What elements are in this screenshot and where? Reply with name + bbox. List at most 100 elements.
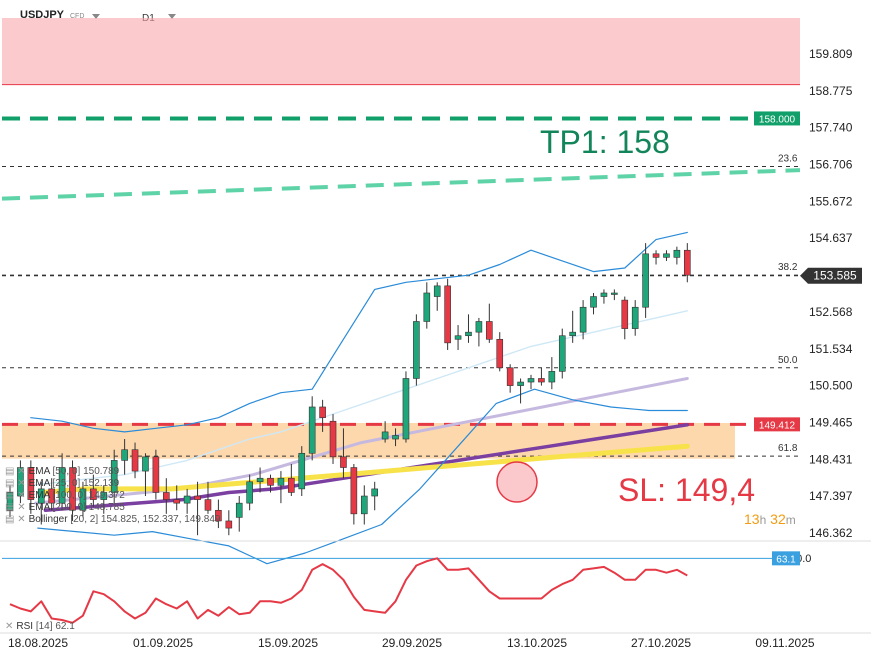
bullish-candle bbox=[454, 335, 462, 340]
legend-controls-icon[interactable]: ▤ ✕ bbox=[5, 466, 26, 477]
price-tick-label: 157.740 bbox=[809, 121, 853, 135]
bullish-candle bbox=[413, 321, 420, 379]
bullish-candle bbox=[110, 460, 118, 493]
bullish-candle bbox=[423, 292, 431, 322]
price-tick-label: 147.397 bbox=[809, 489, 853, 503]
timer-minutes-unit: m bbox=[785, 513, 796, 527]
bearish-candle bbox=[215, 509, 222, 522]
bearish-candle bbox=[683, 249, 691, 276]
bearish-candle bbox=[48, 488, 55, 504]
bullish-candle bbox=[37, 488, 45, 504]
date-tick-label: 18.08.2025 bbox=[8, 636, 68, 650]
legend-label: EMA bbox=[28, 478, 53, 489]
bearish-candle bbox=[69, 467, 76, 511]
bearish-candle bbox=[27, 467, 35, 500]
price-tick-label: 155.672 bbox=[809, 194, 853, 208]
fib-level-label: 38.2 bbox=[778, 262, 798, 273]
bullish-candle bbox=[642, 253, 649, 308]
bullish-candle bbox=[517, 381, 524, 386]
bullish-candle bbox=[433, 285, 441, 297]
date-tick-label: 15.09.2025 bbox=[258, 636, 318, 650]
price-tick-label: 149.465 bbox=[809, 415, 853, 429]
bearish-candle bbox=[350, 467, 358, 515]
bullish-candle bbox=[58, 467, 66, 504]
bullish-candle bbox=[298, 452, 306, 490]
bullish-candle bbox=[381, 431, 389, 440]
legend-label: EMA bbox=[28, 502, 53, 513]
legend-row: ▤ ✕ EMA [25, 0] 152.139 bbox=[5, 478, 119, 490]
bullish-candle bbox=[256, 477, 264, 483]
take-profit-tag bbox=[754, 111, 800, 126]
legend-params: [50, 0] bbox=[52, 466, 84, 477]
price-tick-label: 156.706 bbox=[809, 158, 853, 172]
bullish-candle bbox=[475, 321, 483, 333]
bullish-candle bbox=[402, 378, 410, 440]
tp-annotation: TP1: 158 bbox=[540, 124, 670, 160]
bearish-candle bbox=[194, 495, 201, 500]
indicator-ema-50- bbox=[34, 377, 689, 505]
bullish-candle bbox=[142, 456, 149, 472]
date-tick-label: 09.11.2025 bbox=[755, 636, 814, 650]
legend-value: 152.139 bbox=[83, 478, 120, 489]
date-tick-label: 13.10.2025 bbox=[507, 636, 567, 650]
date-tick-label: 29.09.2025 bbox=[382, 636, 442, 650]
rsi-line bbox=[9, 557, 688, 624]
legend-value: 149.372 bbox=[88, 490, 125, 501]
bearish-candle bbox=[652, 253, 660, 258]
bearish-candle bbox=[329, 420, 337, 458]
legend-value: 154.825, 152.337, 149.849 bbox=[100, 514, 221, 525]
legend-params: [100, 0] bbox=[52, 490, 89, 501]
bullish-candle bbox=[548, 371, 556, 383]
legend-label: EMA bbox=[28, 490, 53, 501]
stop-loss-marker bbox=[496, 461, 538, 503]
bullish-candle bbox=[579, 306, 587, 333]
fib-level-label: 23.6 bbox=[778, 154, 798, 165]
symbol-dropdown-icon[interactable] bbox=[92, 14, 100, 19]
close-icon[interactable]: ✕ bbox=[5, 621, 14, 632]
legend-controls-icon[interactable]: ▤ ✕ bbox=[5, 490, 26, 501]
rsi-legend-params: [14] bbox=[35, 621, 53, 632]
indicator-bollinger-lower bbox=[37, 388, 688, 565]
price-tick-label: 151.534 bbox=[809, 342, 853, 356]
rsi-legend: ✕ RSI [14] 62.1 bbox=[5, 621, 75, 633]
bullish-candle bbox=[277, 477, 285, 486]
price-tick-label: 158.775 bbox=[809, 84, 853, 98]
legend-label: EMA bbox=[28, 466, 53, 477]
sl-annotation: SL: 149,4 bbox=[618, 472, 755, 508]
indicator-ema-200- bbox=[40, 443, 690, 495]
bearish-candle bbox=[204, 499, 212, 511]
rsi-value-tag-label: 63.1 bbox=[776, 554, 796, 565]
timeframe-dropdown-icon[interactable] bbox=[168, 14, 176, 19]
legend-params: [25, 0] bbox=[52, 478, 84, 489]
bullish-candle bbox=[527, 378, 535, 383]
legend-controls-icon[interactable]: ▤ ✕ bbox=[5, 478, 26, 489]
legend-controls-icon[interactable]: ▤ ✕ bbox=[5, 502, 26, 513]
legend-controls-icon[interactable]: ▤ ✕ bbox=[5, 514, 26, 525]
bullish-candle bbox=[465, 331, 472, 337]
last-price-tag-label: 153.585 bbox=[813, 269, 857, 283]
price-tick-label: 146.362 bbox=[809, 526, 853, 540]
legend-value: 148.785 bbox=[88, 502, 125, 513]
bearish-candle bbox=[538, 378, 545, 383]
bearish-candle bbox=[152, 456, 160, 493]
timer-hours-unit: h bbox=[759, 513, 767, 527]
timer-hours: 13 bbox=[744, 511, 760, 527]
rsi-legend-label: RSI bbox=[16, 621, 34, 632]
bullish-candle bbox=[569, 331, 576, 337]
bullish-candle bbox=[100, 492, 108, 500]
legend-row: ▤ ✕ Bollinger [20, 2] 154.825, 152.337, 1… bbox=[5, 514, 220, 526]
bearish-candle bbox=[267, 477, 274, 486]
indicator-bollinger-upper bbox=[30, 231, 688, 433]
bearish-candle bbox=[444, 285, 451, 344]
legend-params: [200, 0] bbox=[52, 502, 89, 513]
resistance-zone bbox=[2, 18, 800, 85]
bullish-candle bbox=[558, 335, 566, 372]
bullish-candle bbox=[246, 481, 253, 504]
bearish-candle bbox=[496, 338, 504, 369]
price-tick-label: 148.431 bbox=[809, 452, 853, 466]
bullish-candle bbox=[308, 406, 316, 454]
bearish-candle bbox=[340, 456, 347, 468]
bearish-candle bbox=[621, 299, 629, 329]
bullish-candle bbox=[121, 449, 128, 461]
